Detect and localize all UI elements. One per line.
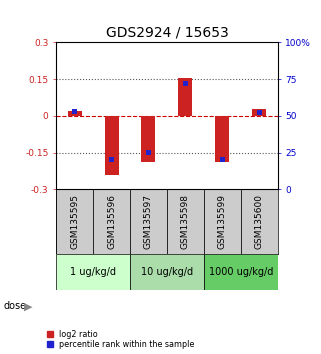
Bar <box>256 110 262 115</box>
Bar <box>130 189 167 255</box>
Bar <box>56 189 93 255</box>
Bar <box>72 109 77 114</box>
Bar <box>241 189 278 255</box>
Text: GSM135596: GSM135596 <box>107 194 116 249</box>
Bar <box>252 109 266 116</box>
Legend: log2 ratio, percentile rank within the sample: log2 ratio, percentile rank within the s… <box>46 329 195 350</box>
Bar <box>183 81 188 86</box>
Text: 1 ug/kg/d: 1 ug/kg/d <box>70 267 116 277</box>
Text: 1000 ug/kg/d: 1000 ug/kg/d <box>209 267 273 277</box>
Bar <box>93 189 130 255</box>
Text: dose: dose <box>3 301 26 311</box>
Text: 10 ug/kg/d: 10 ug/kg/d <box>141 267 193 277</box>
Bar <box>142 116 155 162</box>
Bar <box>167 189 204 255</box>
Text: GSM135599: GSM135599 <box>218 194 227 249</box>
Bar <box>105 116 118 175</box>
Bar <box>178 78 192 116</box>
Bar <box>56 255 130 290</box>
Bar <box>109 158 114 162</box>
Text: GSM135595: GSM135595 <box>70 194 79 249</box>
Bar <box>68 111 82 116</box>
Bar <box>215 116 229 162</box>
Text: ▶: ▶ <box>24 301 32 311</box>
Bar <box>220 158 225 162</box>
Title: GDS2924 / 15653: GDS2924 / 15653 <box>106 26 228 40</box>
Bar <box>146 150 151 155</box>
Text: GSM135600: GSM135600 <box>255 194 264 249</box>
Text: GSM135597: GSM135597 <box>144 194 153 249</box>
Bar <box>204 189 241 255</box>
Bar <box>130 255 204 290</box>
Bar <box>204 255 278 290</box>
Text: GSM135598: GSM135598 <box>181 194 190 249</box>
